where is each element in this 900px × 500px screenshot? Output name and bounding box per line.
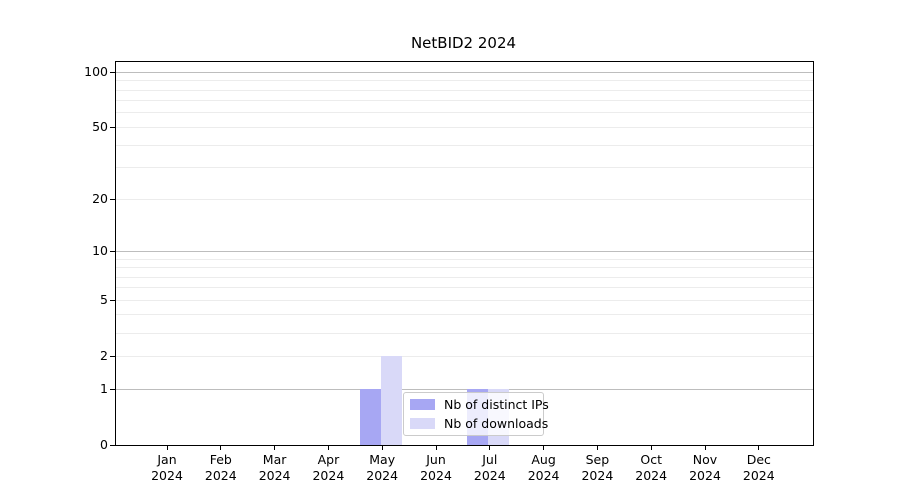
x-tick-label-mar: Mar 2024 bbox=[258, 452, 291, 483]
gridline-major bbox=[116, 71, 813, 73]
gridline-minor bbox=[116, 144, 813, 146]
gridline-minor bbox=[116, 167, 813, 169]
gridline-minor bbox=[116, 314, 813, 316]
y-tick-label: 2 bbox=[100, 348, 108, 364]
x-tick bbox=[220, 445, 222, 450]
x-tick bbox=[274, 445, 276, 450]
x-tick bbox=[650, 445, 652, 450]
y-tick-label: 5 bbox=[100, 292, 108, 308]
y-tick bbox=[110, 444, 115, 446]
x-tick-label-sep: Sep 2024 bbox=[581, 452, 614, 483]
y-tick bbox=[110, 250, 115, 252]
x-tick-label-apr: Apr 2024 bbox=[312, 452, 345, 483]
legend-entry-downloads: Nb of downloads bbox=[410, 414, 548, 433]
x-tick bbox=[758, 445, 760, 450]
x-tick bbox=[596, 445, 598, 450]
gridline-minor bbox=[116, 112, 813, 114]
legend: Nb of distinct IPs Nb of downloads bbox=[403, 392, 549, 436]
gridline-minor bbox=[116, 276, 813, 278]
y-tick bbox=[110, 126, 115, 128]
y-tick-label: 10 bbox=[92, 243, 108, 259]
legend-swatch-distinct-ips bbox=[410, 399, 435, 410]
gridline-minor bbox=[116, 267, 813, 268]
y-tick bbox=[110, 388, 115, 390]
x-tick bbox=[435, 445, 437, 450]
gridline-minor bbox=[116, 100, 813, 102]
legend-swatch-downloads bbox=[410, 418, 435, 429]
gridline-minor bbox=[116, 299, 813, 301]
bar-distinct-ips-may bbox=[359, 389, 381, 445]
x-tick-label-nov: Nov 2024 bbox=[689, 452, 721, 483]
x-tick-label-jul: Jul 2024 bbox=[473, 452, 506, 483]
x-tick-label-oct: Oct 2024 bbox=[635, 452, 668, 483]
chart-title: NetBID2 2024 bbox=[410, 34, 517, 52]
x-tick-label-jun: Jun 2024 bbox=[420, 452, 452, 483]
y-tick bbox=[110, 355, 115, 357]
gridline-minor bbox=[116, 198, 813, 200]
x-tick bbox=[327, 445, 329, 450]
x-tick-label-dec: Dec 2024 bbox=[742, 452, 775, 483]
gridline-major bbox=[116, 250, 813, 252]
y-tick-label: 100 bbox=[84, 64, 108, 80]
gridline-minor bbox=[116, 258, 813, 260]
x-tick-label-jan: Jan 2024 bbox=[151, 452, 183, 483]
gridline-minor bbox=[116, 126, 813, 128]
gridline-major bbox=[116, 388, 813, 390]
legend-label-downloads: Nb of downloads bbox=[444, 416, 549, 431]
legend-label-distinct-ips: Nb of distinct IPs bbox=[444, 397, 549, 412]
gridline-minor bbox=[116, 80, 813, 82]
y-tick-label: 1 bbox=[100, 381, 108, 396]
plot-area: Nb of distinct IPs Nb of downloads bbox=[110, 61, 814, 450]
gridline-minor bbox=[116, 355, 813, 357]
legend-entry-distinct-ips: Nb of distinct IPs bbox=[410, 395, 549, 414]
x-tick-label-may: May 2024 bbox=[366, 452, 399, 483]
y-tick bbox=[110, 299, 115, 301]
gridline-minor bbox=[116, 287, 813, 289]
y-tick bbox=[110, 198, 115, 200]
y-tick-label: 0 bbox=[100, 437, 108, 452]
bar-downloads-may bbox=[380, 356, 402, 445]
x-tick-label-aug: Aug 2024 bbox=[527, 452, 560, 483]
gridline-minor bbox=[116, 332, 813, 334]
x-tick bbox=[489, 445, 491, 450]
y-tick-label: 50 bbox=[92, 119, 108, 135]
x-tick bbox=[543, 445, 545, 450]
x-tick-label-feb: Feb 2024 bbox=[204, 452, 237, 483]
x-tick bbox=[704, 445, 706, 450]
x-tick bbox=[166, 445, 168, 450]
y-tick bbox=[110, 71, 115, 73]
gridline-minor bbox=[116, 89, 813, 91]
y-tick-label: 20 bbox=[92, 191, 108, 207]
x-tick bbox=[381, 445, 383, 450]
